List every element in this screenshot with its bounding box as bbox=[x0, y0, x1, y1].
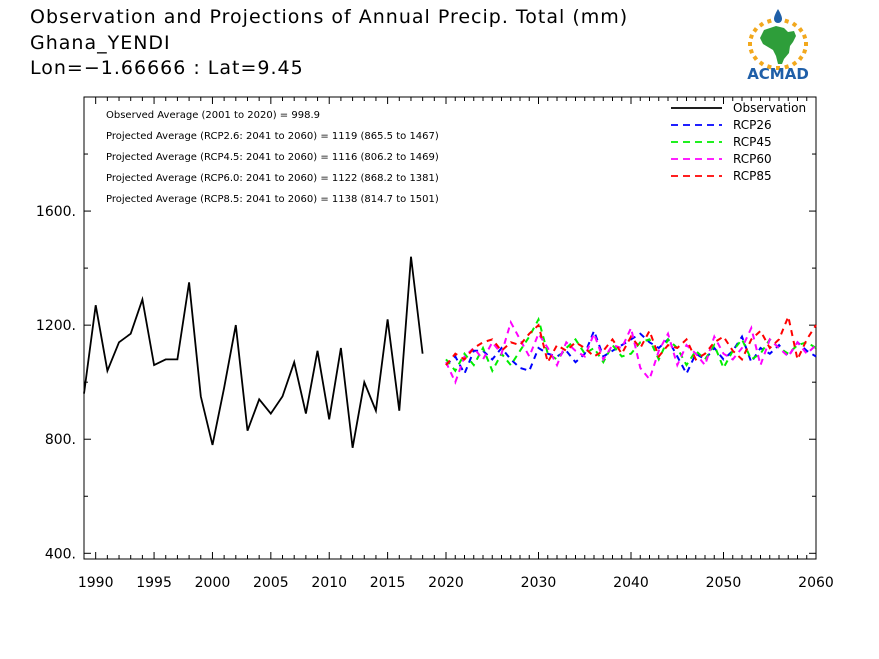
y-tick-label: 400. bbox=[45, 546, 76, 562]
coordinates-label: Lon=−1.66666 : Lat=9.45 bbox=[30, 57, 304, 79]
series-rcp45 bbox=[445, 316, 817, 374]
sun-ray bbox=[776, 66, 780, 70]
sun-ray bbox=[791, 21, 798, 28]
x-tick-label: 2000 bbox=[195, 575, 231, 591]
plot-frame bbox=[83, 96, 817, 560]
y-tick-label: 1200. bbox=[36, 318, 76, 334]
x-tick-label: 1995 bbox=[136, 575, 172, 591]
x-tick-label: 1990 bbox=[78, 575, 114, 591]
sun-ray bbox=[752, 55, 759, 61]
chart-title: Observation and Projections of Annual Pr… bbox=[30, 6, 629, 28]
legend-label-rcp85: RCP85 bbox=[733, 169, 772, 183]
x-tick-label: 2005 bbox=[253, 575, 289, 591]
legend-label-observation: Observation bbox=[733, 101, 806, 115]
legend-label-rcp26: RCP26 bbox=[733, 118, 772, 132]
x-tick-label: 2030 bbox=[521, 575, 557, 591]
sun-ray bbox=[784, 18, 790, 24]
sun-rays bbox=[748, 18, 808, 70]
acmad-logo: ACMAD bbox=[738, 6, 818, 84]
annotation-line: Projected Average (RCP4.5: 2041 to 2060)… bbox=[106, 152, 439, 163]
water-drop-icon bbox=[774, 9, 782, 23]
sun-ray bbox=[758, 60, 765, 67]
sun-ray bbox=[758, 21, 765, 28]
x-tick-label: 2050 bbox=[706, 575, 742, 591]
series-rcp60 bbox=[445, 319, 817, 385]
legend: Observation RCP26 RCP45 RCP60 RCP85 bbox=[671, 101, 806, 183]
sun-ray bbox=[766, 64, 772, 70]
series-rcp85 bbox=[445, 313, 817, 366]
sun-ray bbox=[752, 27, 759, 33]
africa-map-sun-drop-icon: ACMAD bbox=[747, 9, 809, 83]
annotation-line: Projected Average (RCP2.6: 2041 to 2060)… bbox=[106, 131, 439, 142]
annotation-line: Observed Average (2001 to 2020) = 998.9 bbox=[106, 110, 320, 121]
x-tick-label: 2015 bbox=[370, 575, 406, 591]
sun-ray bbox=[748, 48, 754, 54]
sun-ray bbox=[802, 34, 808, 40]
logo-text: ACMAD bbox=[747, 65, 809, 83]
annotation-line: Projected Average (RCP6.0: 2041 to 2060)… bbox=[106, 173, 439, 184]
sun-ray bbox=[797, 55, 804, 61]
legend-label-rcp45: RCP45 bbox=[733, 135, 772, 149]
x-tick-label: 2060 bbox=[798, 575, 834, 591]
sun-ray bbox=[804, 42, 808, 46]
chart-axes bbox=[83, 96, 817, 560]
sun-ray bbox=[791, 60, 798, 67]
series-observation bbox=[83, 256, 424, 448]
series-layer bbox=[83, 256, 817, 448]
legend-label-rcp60: RCP60 bbox=[733, 152, 772, 166]
annotations: Observed Average (2001 to 2020) = 998.9 P… bbox=[106, 110, 439, 205]
africa-shape bbox=[760, 26, 796, 64]
x-tick-label: 2020 bbox=[428, 575, 464, 591]
chart-ticks: 400. 800. 1200. 1600. 1990 1995 2000 2005 2010 20… bbox=[36, 97, 834, 591]
sun-ray bbox=[748, 42, 752, 46]
sun-ray bbox=[766, 18, 772, 24]
sun-ray bbox=[748, 34, 754, 40]
location-name: Ghana_YENDI bbox=[30, 32, 171, 54]
y-tick-label: 1600. bbox=[36, 204, 76, 220]
sun-ray bbox=[784, 64, 790, 70]
sun-ray bbox=[797, 27, 804, 33]
x-tick-label: 2010 bbox=[311, 575, 347, 591]
x-tick-label: 2040 bbox=[613, 575, 649, 591]
annotation-line: Projected Average (RCP8.5: 2041 to 2060)… bbox=[106, 194, 439, 205]
y-tick-label: 800. bbox=[45, 432, 76, 448]
sun-ray bbox=[802, 48, 808, 54]
